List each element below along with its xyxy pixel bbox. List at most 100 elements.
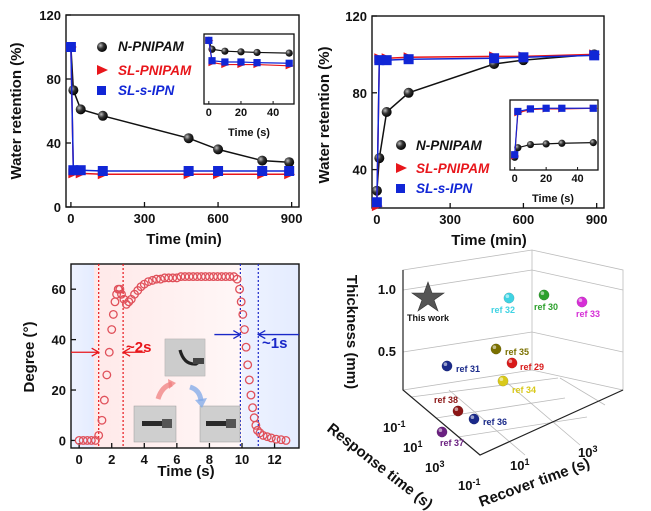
degree-point: [107, 325, 117, 334]
point-sl-s-ipn: [68, 165, 79, 176]
point-ref-30: [538, 289, 550, 301]
x-tick-label: 12: [267, 452, 281, 467]
point-n-pnipam: [257, 155, 268, 166]
inset-a-frame: [203, 33, 295, 105]
inset-point-n-pnipam: [253, 48, 261, 57]
inset-point-n-pnipam: [514, 144, 522, 152]
point-ref-31: [441, 360, 453, 372]
point-ref-36: [468, 413, 480, 425]
y-tick-label: 60: [52, 282, 66, 297]
panel-a-frame: [65, 14, 300, 208]
point-n-pnipam: [97, 110, 108, 121]
point-highlight: [492, 345, 497, 350]
z-tick-0: 0.5: [378, 344, 396, 359]
point-sl-s-ipn: [371, 197, 382, 208]
degree-point: [262, 432, 272, 442]
legend-sl-s-ipn: SL-s-IPN: [416, 181, 473, 196]
degree-point: [147, 275, 157, 285]
degree-point: [97, 415, 107, 425]
inset-point-n-pnipam: [285, 49, 293, 57]
degree-point: [251, 420, 261, 430]
point-sl-s-ipn: [403, 54, 414, 65]
inset-point-sl-s-ipn: [208, 57, 216, 65]
inset-point-sl-s-ipn: [205, 36, 213, 44]
degree-point: [99, 395, 109, 405]
panel-c-xlabel: Time (s): [157, 463, 214, 480]
y-tick-label: 80: [353, 86, 367, 101]
point-ref-35: [490, 343, 502, 355]
degree-point: [276, 435, 286, 445]
inset-b-series: 0 20 40: [511, 104, 598, 185]
degree-point: [241, 342, 251, 352]
point-ref-38: [452, 405, 464, 417]
panel-a-series: [65, 42, 296, 180]
x-tick-label: 600: [207, 211, 229, 226]
degree-point: [238, 309, 248, 319]
point-sl-s-ipn: [97, 166, 108, 176]
y-tick-label: 40: [47, 136, 61, 151]
rec-tick-0: 10-1: [458, 477, 480, 493]
degree-point: [271, 434, 281, 444]
panel-a-ticks: 0 300 600 900 0 40 80 120: [39, 8, 302, 226]
resp-tick-2: 103: [425, 459, 444, 475]
point-label-ref-29: ref 29: [520, 362, 544, 372]
photo-right: [199, 405, 241, 443]
rise-arrow-icon: [91, 347, 100, 357]
panel-c-shade-blue: [242, 264, 299, 448]
panel-b-ylabel: Water retention (%): [316, 47, 333, 184]
y-tick-label: 40: [52, 333, 66, 348]
panel-c-ticks: 0 2 4 6 8 10 12 0 20 40 60: [52, 282, 282, 467]
y-tick-label: 0: [59, 433, 66, 448]
inset-line-sl-s-ipn: [514, 107, 594, 155]
legend-sphere-icon: [396, 140, 406, 150]
degree-point: [236, 297, 246, 307]
degree-point: [239, 325, 249, 334]
y-tick-label: 20: [52, 383, 66, 398]
point-label-ref-37: ref 37: [440, 438, 464, 448]
inset-point-sl-s-ipn: [285, 59, 293, 67]
panel-b-legend: N-PNIPAM SL-PNIPAM SL-s-IPN: [396, 138, 490, 196]
inset-point-n-pnipam: [221, 47, 229, 55]
degree-point: [152, 274, 161, 284]
x-tick-label: 4: [141, 452, 149, 467]
point-n-pnipam: [68, 85, 79, 96]
degree-point: [243, 360, 253, 370]
legend-triangle-icon: [97, 65, 108, 75]
point-sl-s-ipn: [381, 55, 392, 66]
y-tick-label: 40: [353, 163, 367, 178]
x-tick-label: 900: [586, 212, 608, 227]
inset-x-tick-label: 40: [571, 173, 583, 185]
point-highlight: [540, 291, 545, 296]
inset-b-xlabel: Time (s): [532, 193, 574, 205]
point-label-ref-38: ref 38: [434, 395, 458, 405]
inset-x-tick-label: 0: [512, 173, 518, 185]
inset-point-sl-s-ipn: [589, 104, 597, 112]
point-n-pnipam: [183, 133, 194, 144]
point-sl-s-ipn: [374, 55, 385, 66]
panel-b-xlabel: Time (min): [451, 232, 527, 249]
panel-d-zlabel: Thickness (mm): [343, 275, 360, 389]
degree-point: [117, 289, 126, 299]
inset-point-n-pnipam: [589, 139, 597, 147]
inset-point-sl-s-ipn: [221, 58, 229, 66]
panel-b-series: [371, 49, 601, 212]
degree-point: [102, 370, 112, 380]
legend-triangle-icon: [396, 163, 407, 173]
panel-a-inset: 0 20 40 Time (s): [203, 33, 295, 139]
point-label-ref-32: ref 32: [491, 305, 515, 315]
degree-point: [124, 297, 134, 307]
x-tick-label: 300: [134, 211, 156, 226]
degree-point: [172, 273, 182, 283]
degree-point: [281, 435, 291, 445]
point-ref-29: [506, 357, 518, 369]
inset-x-tick-label: 0: [206, 107, 212, 119]
degree-point: [232, 274, 242, 284]
legend-square-icon: [97, 86, 106, 95]
fall-arrow-icon: [233, 330, 242, 340]
point-label-ref-33: ref 33: [576, 309, 600, 319]
point-ref-34: [497, 375, 509, 387]
inset-x-tick-label: 20: [540, 173, 552, 185]
degree-point: [246, 390, 256, 400]
degree-point: [235, 284, 245, 294]
panel-b-ticks: 0 300 600 900 40 80 120: [345, 9, 607, 227]
